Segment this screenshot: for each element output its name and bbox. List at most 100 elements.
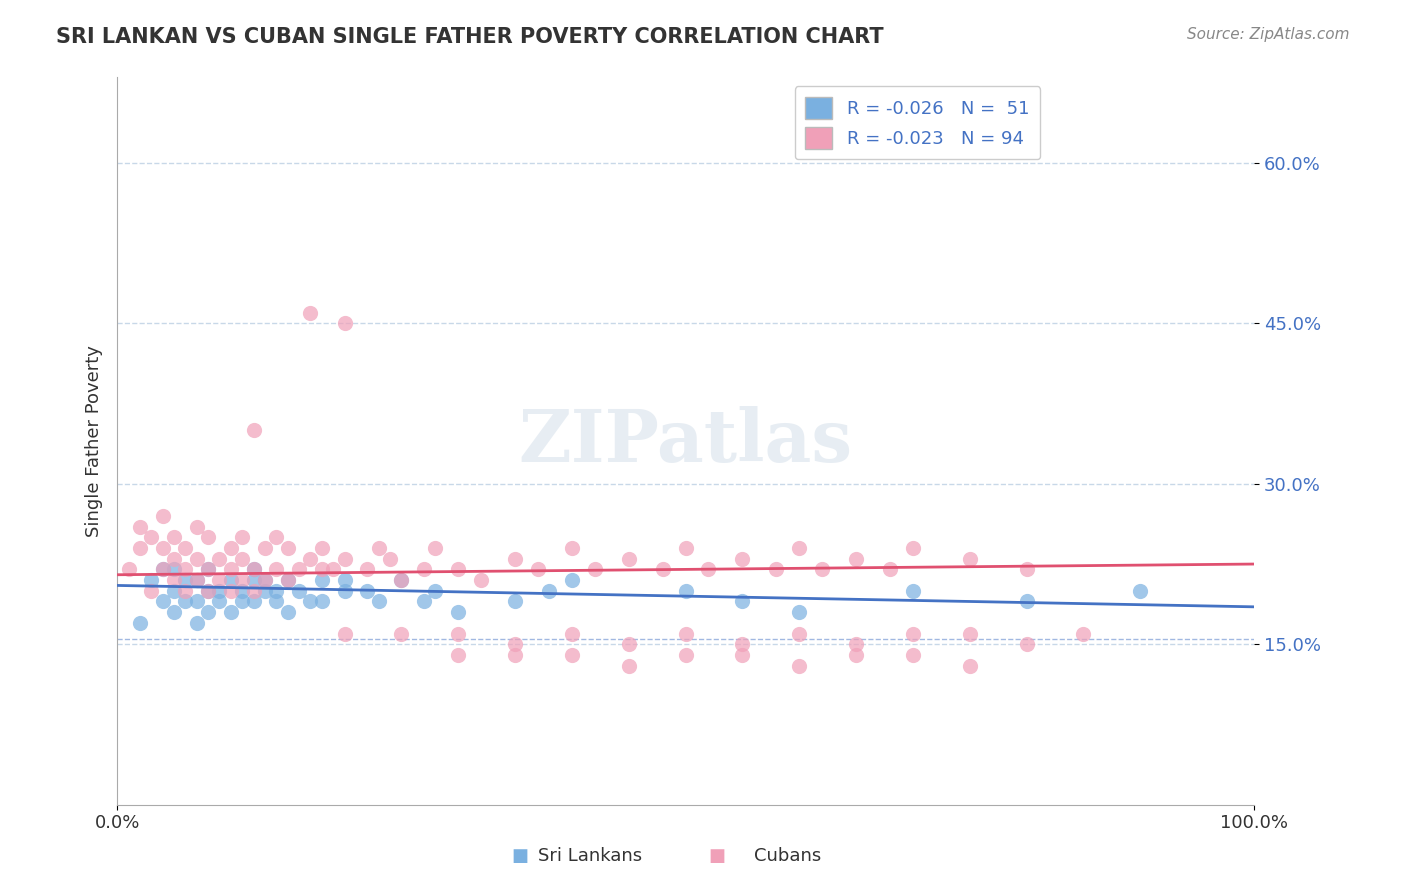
Point bbox=[378, 551, 401, 566]
Point bbox=[219, 605, 242, 619]
Point bbox=[152, 594, 174, 608]
Point bbox=[186, 615, 208, 630]
Point bbox=[447, 562, 470, 576]
Point bbox=[277, 573, 299, 587]
Text: Sri Lankans: Sri Lankans bbox=[538, 847, 643, 865]
Y-axis label: Single Father Poverty: Single Father Poverty bbox=[86, 345, 103, 537]
Point bbox=[152, 541, 174, 555]
Point bbox=[231, 573, 253, 587]
Point bbox=[231, 551, 253, 566]
Text: ■: ■ bbox=[709, 847, 725, 865]
Point bbox=[277, 605, 299, 619]
Point bbox=[470, 573, 492, 587]
Point bbox=[242, 573, 264, 587]
Point bbox=[583, 562, 606, 576]
Point bbox=[901, 648, 924, 662]
Point bbox=[197, 562, 219, 576]
Point bbox=[163, 562, 186, 576]
Point bbox=[117, 562, 139, 576]
Text: ZIPatlas: ZIPatlas bbox=[519, 406, 852, 476]
Text: Source: ZipAtlas.com: Source: ZipAtlas.com bbox=[1187, 27, 1350, 42]
Point bbox=[288, 562, 311, 576]
Point bbox=[152, 562, 174, 576]
Point bbox=[787, 541, 810, 555]
Point bbox=[367, 594, 389, 608]
Point bbox=[266, 583, 288, 598]
Point bbox=[367, 541, 389, 555]
Point bbox=[538, 583, 561, 598]
Point bbox=[425, 583, 447, 598]
Point bbox=[208, 594, 231, 608]
Point bbox=[253, 583, 276, 598]
Point bbox=[186, 573, 208, 587]
Text: ■: ■ bbox=[512, 847, 529, 865]
Point bbox=[901, 583, 924, 598]
Point bbox=[503, 594, 526, 608]
Point bbox=[242, 594, 264, 608]
Point bbox=[174, 583, 197, 598]
Point bbox=[503, 551, 526, 566]
Point bbox=[129, 519, 152, 533]
Point bbox=[675, 541, 697, 555]
Point bbox=[163, 530, 186, 544]
Point bbox=[208, 551, 231, 566]
Point bbox=[299, 594, 322, 608]
Point bbox=[561, 648, 583, 662]
Point bbox=[163, 551, 186, 566]
Point bbox=[231, 594, 253, 608]
Point bbox=[526, 562, 548, 576]
Point bbox=[879, 562, 901, 576]
Point bbox=[266, 594, 288, 608]
Point bbox=[1015, 562, 1038, 576]
Point bbox=[675, 626, 697, 640]
Point bbox=[413, 594, 436, 608]
Point bbox=[333, 317, 356, 331]
Point bbox=[389, 573, 412, 587]
Point bbox=[675, 583, 697, 598]
Point bbox=[787, 626, 810, 640]
Point bbox=[356, 562, 378, 576]
Point bbox=[322, 562, 344, 576]
Point bbox=[731, 637, 754, 651]
Point bbox=[129, 615, 152, 630]
Point bbox=[675, 648, 697, 662]
Point bbox=[311, 594, 333, 608]
Point bbox=[845, 648, 868, 662]
Point bbox=[277, 573, 299, 587]
Point bbox=[288, 583, 311, 598]
Point bbox=[242, 583, 264, 598]
Point bbox=[811, 562, 834, 576]
Point bbox=[174, 562, 197, 576]
Point bbox=[299, 306, 322, 320]
Point bbox=[174, 594, 197, 608]
Point bbox=[447, 605, 470, 619]
Point bbox=[787, 605, 810, 619]
Point bbox=[299, 551, 322, 566]
Point bbox=[617, 658, 640, 673]
Point bbox=[697, 562, 720, 576]
Point bbox=[174, 541, 197, 555]
Point bbox=[186, 573, 208, 587]
Point bbox=[1129, 583, 1152, 598]
Point bbox=[765, 562, 787, 576]
Point bbox=[845, 551, 868, 566]
Point bbox=[311, 541, 333, 555]
Point bbox=[787, 658, 810, 673]
Point bbox=[152, 508, 174, 523]
Point bbox=[242, 423, 264, 437]
Point bbox=[141, 573, 163, 587]
Point bbox=[266, 530, 288, 544]
Point bbox=[163, 573, 186, 587]
Point bbox=[311, 562, 333, 576]
Point bbox=[333, 573, 356, 587]
Point bbox=[197, 583, 219, 598]
Point bbox=[1015, 637, 1038, 651]
Point bbox=[208, 583, 231, 598]
Point bbox=[197, 530, 219, 544]
Point bbox=[219, 562, 242, 576]
Point bbox=[152, 562, 174, 576]
Point bbox=[186, 594, 208, 608]
Point bbox=[901, 626, 924, 640]
Point bbox=[219, 541, 242, 555]
Point bbox=[333, 626, 356, 640]
